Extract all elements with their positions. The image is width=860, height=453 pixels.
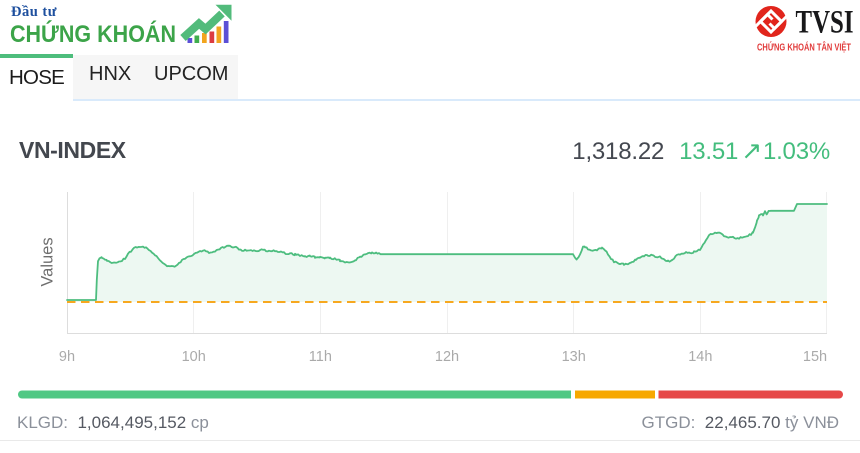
svg-text:12h: 12h	[435, 349, 459, 365]
svg-text:CHỨNG KHOÁN TÂN VIỆT: CHỨNG KHOÁN TÂN VIỆT	[757, 41, 851, 54]
svg-text:10h: 10h	[182, 349, 206, 365]
svg-text:11h: 11h	[309, 349, 332, 365]
svg-text:TVSI: TVSI	[796, 5, 854, 41]
svg-text:Values: Values	[39, 237, 57, 286]
svg-text:13h: 13h	[562, 349, 586, 365]
svg-text:9h: 9h	[59, 349, 75, 365]
svg-text:14h: 14h	[688, 349, 712, 365]
svg-text:Đầu tư: Đầu tư	[11, 4, 57, 20]
svg-text:CHỨNG KHOÁN: CHỨNG KHOÁN	[10, 20, 176, 48]
svg-text:15h: 15h	[803, 349, 827, 365]
